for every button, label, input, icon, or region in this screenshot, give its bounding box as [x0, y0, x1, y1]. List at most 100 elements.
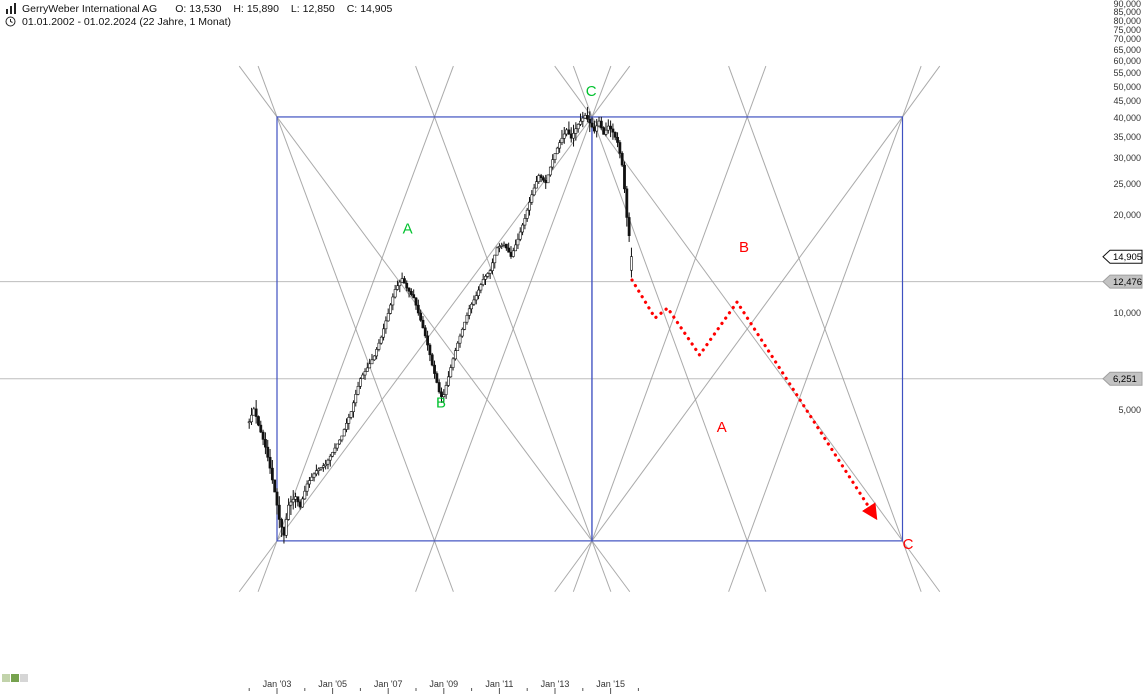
- candle-body: [328, 455, 332, 461]
- candle-body: [405, 282, 409, 289]
- wave-label-red-a[interactable]: A: [717, 419, 727, 436]
- wave-label-green-c[interactable]: C: [586, 83, 597, 100]
- candle-body: [551, 159, 555, 168]
- candle-body: [407, 287, 411, 292]
- price-tags: 14,905 12,476 6,251: [1102, 249, 1143, 386]
- candle-body: [289, 501, 293, 506]
- y-axis-label: 40,000: [1113, 113, 1141, 123]
- candle-body: [282, 526, 286, 536]
- candle-body: [530, 194, 534, 203]
- candle-body: [310, 476, 314, 481]
- candle-body: [257, 416, 260, 426]
- candle-body: [599, 120, 603, 128]
- fan-line[interactable]: [238, 65, 631, 593]
- candle-body: [521, 224, 524, 233]
- candle-body: [555, 147, 559, 155]
- candle-body: [523, 218, 527, 226]
- candle-body: [542, 177, 545, 181]
- projection-path[interactable]: [630, 278, 878, 521]
- candle-body: [586, 115, 589, 120]
- wave-label-red-c[interactable]: C: [903, 536, 914, 553]
- candle-body: [342, 429, 346, 437]
- candle-body: [613, 131, 617, 138]
- candle-body: [500, 244, 504, 247]
- level-price-tag[interactable]: [1102, 274, 1143, 289]
- candle-body: [546, 174, 550, 184]
- candle-body: [314, 470, 318, 475]
- candle-body: [535, 181, 538, 189]
- candle-body: [590, 122, 594, 128]
- price-axis[interactable]: 90,000 85,000 80,000 75,000 70,000 65,000 60,0…: [1103, 0, 1143, 695]
- instrument-icon: [5, 3, 17, 14]
- range-line: 01.01.2002 - 01.02.2024 (22 Jahre, 1 Mon…: [5, 15, 392, 28]
- candle-body: [382, 328, 385, 338]
- candle-body: [518, 231, 522, 240]
- candle-body: [442, 394, 446, 397]
- candle-body: [597, 120, 601, 127]
- high-label: H:: [233, 2, 244, 15]
- candle-body: [456, 342, 460, 351]
- candle-body: [472, 299, 476, 305]
- watermark-square: [20, 674, 28, 682]
- date-range: 01.01.2002 - 01.02.2024 (22 Jahre, 1 Mon…: [22, 15, 231, 28]
- wave-label-red-b[interactable]: B: [739, 239, 749, 256]
- candle-body: [363, 371, 367, 376]
- candle-body: [604, 129, 608, 135]
- candle-body: [437, 382, 441, 393]
- candle-body: [412, 294, 416, 299]
- candle-body: [261, 431, 265, 440]
- candle-body: [470, 303, 474, 310]
- candle-body: [416, 304, 420, 314]
- open-label: O:: [175, 2, 187, 15]
- fan-line[interactable]: [415, 65, 612, 592]
- candle-body: [516, 238, 520, 246]
- candle-body: [467, 308, 471, 316]
- candle-body: [444, 385, 448, 395]
- gann-fan-lines[interactable]: [238, 65, 941, 593]
- candle-body: [326, 459, 330, 465]
- candle-body: [509, 251, 513, 257]
- candle-body: [354, 394, 358, 404]
- candle-body: [379, 336, 383, 344]
- gann-box[interactable]: [591, 116, 904, 542]
- candle-body: [528, 201, 531, 211]
- candle-body: [525, 209, 529, 219]
- candlestick-series: [247, 106, 633, 544]
- horizontal-level-lines[interactable]: [0, 281, 1104, 380]
- level-price-tag[interactable]: [1102, 371, 1143, 386]
- fan-line[interactable]: [728, 65, 922, 592]
- wave-label-green-b[interactable]: B: [436, 394, 446, 411]
- candle-body: [488, 270, 492, 274]
- price-tag-label: 6,251: [1113, 374, 1137, 385]
- candle-body: [606, 125, 610, 131]
- close-value: 14,905: [360, 2, 393, 15]
- candle-body: [504, 243, 508, 249]
- fan-line[interactable]: [572, 65, 767, 592]
- candle-body: [595, 125, 599, 132]
- gann-boxes[interactable]: [276, 116, 904, 542]
- ohlc-readout: O: 13,530 H: 15,890 L: 12,850 C: 14,905: [166, 3, 392, 15]
- candle-body: [305, 483, 309, 492]
- candle-body: [370, 359, 374, 365]
- y-axis-label: 60,000: [1113, 56, 1141, 67]
- candle-body: [440, 391, 443, 397]
- candle-body: [368, 363, 372, 369]
- candle-body: [247, 421, 251, 424]
- y-axis-label: 10,000: [1113, 307, 1141, 318]
- wave-labels[interactable]: A B C A B C: [403, 83, 914, 553]
- candle-body: [493, 254, 497, 264]
- candle-body: [565, 129, 568, 135]
- candle-body: [576, 124, 580, 130]
- candle-body: [356, 385, 360, 395]
- candle-body: [372, 355, 376, 361]
- candle-body: [389, 304, 392, 314]
- candle-body: [481, 279, 485, 285]
- candle-body: [384, 320, 388, 330]
- price-tag-label: 12,476: [1113, 277, 1142, 288]
- candle-body: [460, 329, 464, 337]
- candle-body: [345, 423, 348, 430]
- candle-body: [497, 246, 501, 249]
- wave-label-green-a[interactable]: A: [403, 220, 413, 237]
